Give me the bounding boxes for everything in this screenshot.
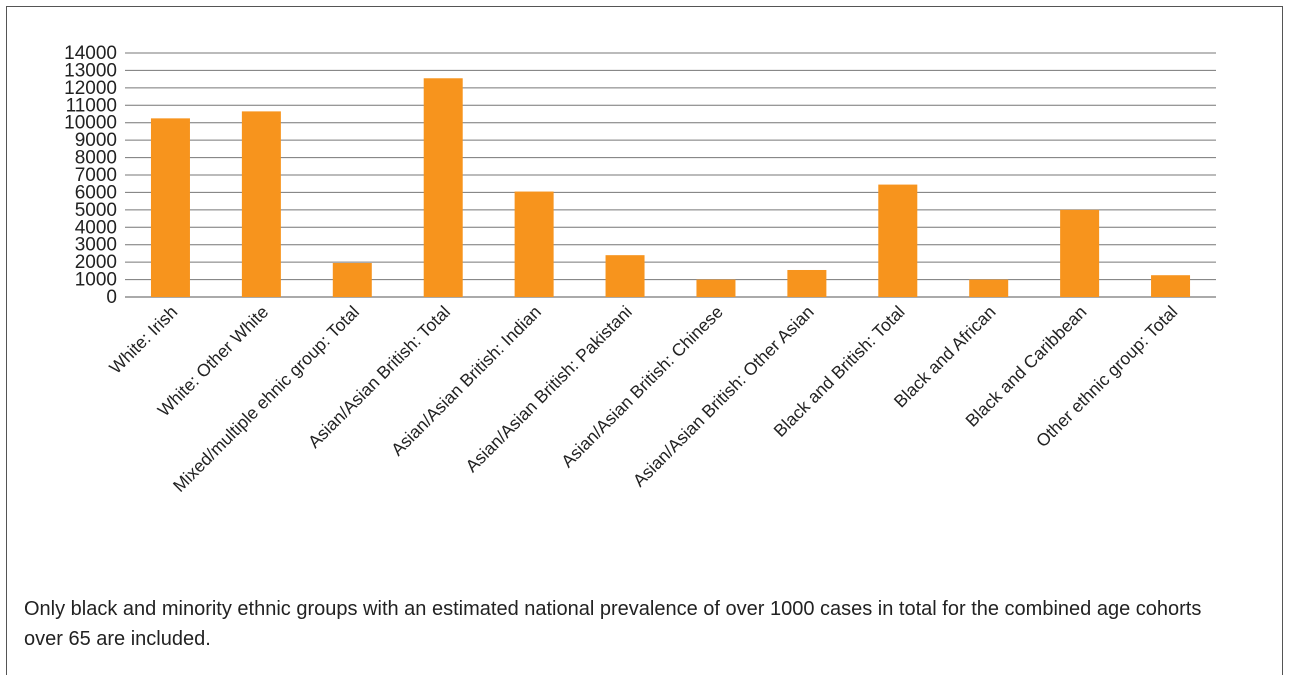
- bar: [969, 279, 1009, 297]
- x-tick-label: Mixed/multiple ehnic group: Total: [169, 302, 363, 496]
- gridlines: [125, 52, 1216, 298]
- bar: [605, 255, 645, 297]
- y-tick-label: 10000: [64, 113, 117, 134]
- y-tick-label: 6000: [75, 182, 117, 203]
- y-tick-label: 2000: [75, 252, 117, 273]
- bar: [1151, 275, 1191, 297]
- x-tick-label: Asian/Asian British: Pakistani: [461, 302, 635, 476]
- y-tick-label: 5000: [75, 200, 117, 221]
- x-tick-label: Asian/Asian British: Indian: [387, 302, 545, 460]
- y-tick-label: 4000: [75, 217, 117, 238]
- bar: [514, 191, 554, 297]
- bar: [423, 78, 463, 298]
- bar: [332, 263, 372, 297]
- x-tick-label: White: Irish: [105, 302, 181, 378]
- chart-footnote: Only black and minority ethnic groups wi…: [24, 598, 1202, 650]
- y-tick-label: 8000: [75, 148, 117, 169]
- y-tick-label: 9000: [75, 130, 117, 151]
- bar: [787, 269, 827, 297]
- bars: [150, 78, 1191, 298]
- y-tick-label: 13000: [64, 60, 117, 81]
- y-tick-label: 3000: [75, 235, 117, 256]
- y-tick-label: 11000: [66, 95, 117, 116]
- bar: [696, 279, 736, 297]
- x-tick-label: Asian/Asian British: Other Asian: [629, 302, 818, 491]
- y-axis: 0100020003000400050006000700080009000100…: [64, 43, 117, 308]
- chart-frame: [6, 6, 1283, 675]
- bar: [150, 118, 190, 297]
- y-tick-label: 12000: [64, 78, 117, 99]
- y-tick-label: 7000: [75, 165, 117, 186]
- bar: [241, 111, 281, 297]
- y-tick-label: 1000: [75, 270, 117, 291]
- y-tick-label: 0: [106, 287, 117, 308]
- bar: [1060, 209, 1100, 297]
- bar: [878, 184, 918, 297]
- bar-chart: 0100020003000400050006000700080009000100…: [64, 43, 1216, 496]
- x-tick-label: Asian/Asian British: Chinese: [557, 302, 727, 472]
- y-tick-label: 14000: [64, 43, 117, 64]
